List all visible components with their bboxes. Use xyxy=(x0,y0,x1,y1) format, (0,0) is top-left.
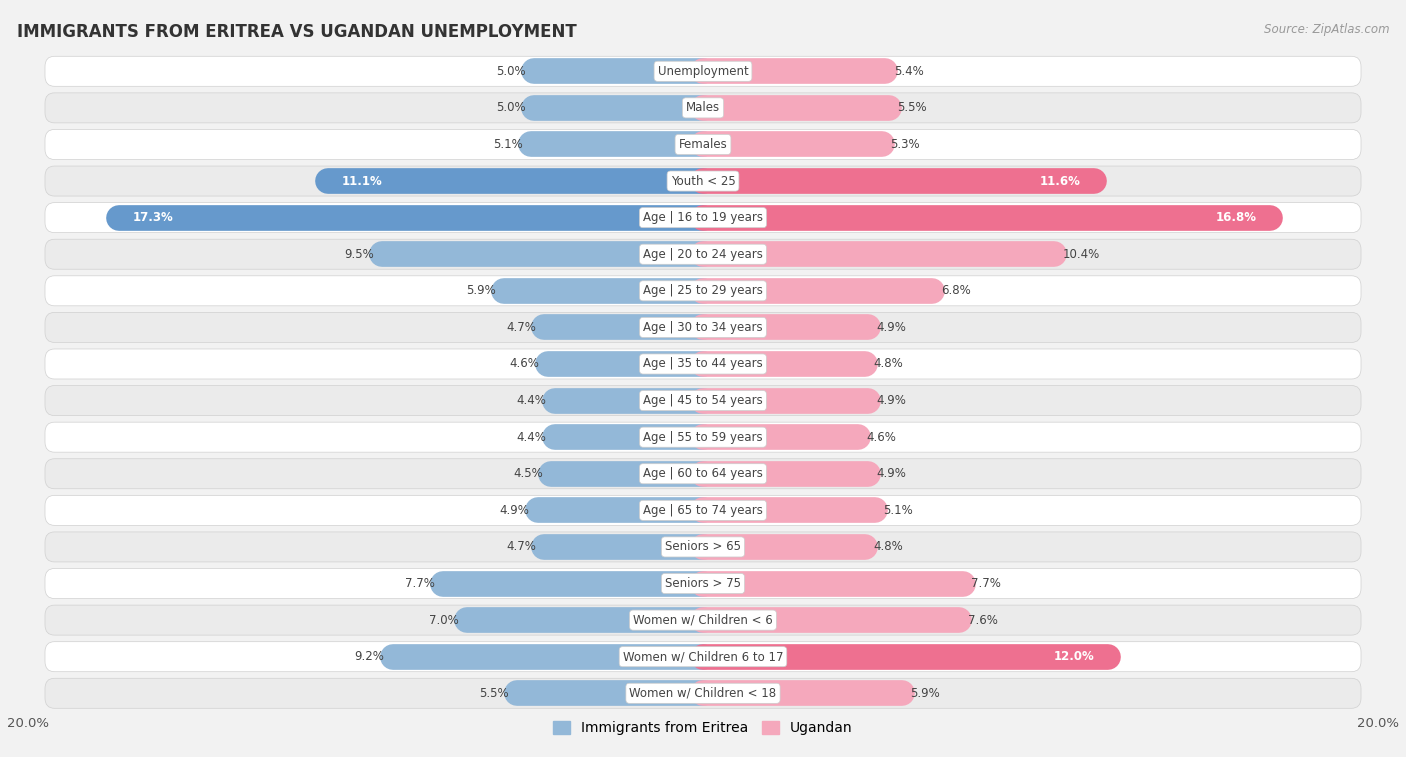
Text: 4.9%: 4.9% xyxy=(877,394,907,407)
FancyBboxPatch shape xyxy=(45,203,1361,232)
Text: 4.9%: 4.9% xyxy=(499,504,529,517)
FancyBboxPatch shape xyxy=(45,422,1361,452)
FancyBboxPatch shape xyxy=(45,349,1361,379)
Text: 6.8%: 6.8% xyxy=(941,285,970,298)
Text: Males: Males xyxy=(686,101,720,114)
Text: 4.6%: 4.6% xyxy=(509,357,540,370)
Text: 9.2%: 9.2% xyxy=(354,650,384,663)
Text: Age | 55 to 59 years: Age | 55 to 59 years xyxy=(643,431,763,444)
Text: 12.0%: 12.0% xyxy=(1053,650,1094,663)
Text: 4.7%: 4.7% xyxy=(506,540,536,553)
Text: Age | 16 to 19 years: Age | 16 to 19 years xyxy=(643,211,763,224)
Text: 5.9%: 5.9% xyxy=(465,285,495,298)
Text: 5.1%: 5.1% xyxy=(883,504,914,517)
Text: Age | 60 to 64 years: Age | 60 to 64 years xyxy=(643,467,763,480)
Text: 10.4%: 10.4% xyxy=(1063,248,1099,260)
Text: Seniors > 75: Seniors > 75 xyxy=(665,577,741,590)
FancyBboxPatch shape xyxy=(45,605,1361,635)
Text: 4.6%: 4.6% xyxy=(866,431,897,444)
Text: 5.5%: 5.5% xyxy=(479,687,509,699)
Text: 4.4%: 4.4% xyxy=(516,431,546,444)
Text: Age | 30 to 34 years: Age | 30 to 34 years xyxy=(643,321,763,334)
Text: 5.0%: 5.0% xyxy=(496,101,526,114)
Text: Females: Females xyxy=(679,138,727,151)
Text: Age | 45 to 54 years: Age | 45 to 54 years xyxy=(643,394,763,407)
FancyBboxPatch shape xyxy=(45,129,1361,160)
Text: Seniors > 65: Seniors > 65 xyxy=(665,540,741,553)
Text: 16.8%: 16.8% xyxy=(1215,211,1257,224)
Text: 4.4%: 4.4% xyxy=(516,394,546,407)
Text: Youth < 25: Youth < 25 xyxy=(671,175,735,188)
Text: 7.7%: 7.7% xyxy=(405,577,434,590)
FancyBboxPatch shape xyxy=(45,276,1361,306)
Text: 7.6%: 7.6% xyxy=(967,614,998,627)
Text: 5.1%: 5.1% xyxy=(492,138,523,151)
Text: 4.9%: 4.9% xyxy=(877,467,907,480)
FancyBboxPatch shape xyxy=(45,642,1361,671)
Text: 5.5%: 5.5% xyxy=(897,101,927,114)
Legend: Immigrants from Eritrea, Ugandan: Immigrants from Eritrea, Ugandan xyxy=(548,716,858,741)
FancyBboxPatch shape xyxy=(45,495,1361,525)
FancyBboxPatch shape xyxy=(45,56,1361,86)
Text: 11.6%: 11.6% xyxy=(1040,175,1081,188)
Text: 5.4%: 5.4% xyxy=(894,65,924,78)
Text: IMMIGRANTS FROM ERITREA VS UGANDAN UNEMPLOYMENT: IMMIGRANTS FROM ERITREA VS UGANDAN UNEMP… xyxy=(17,23,576,41)
Text: Age | 20 to 24 years: Age | 20 to 24 years xyxy=(643,248,763,260)
Text: 9.5%: 9.5% xyxy=(344,248,374,260)
Text: 4.7%: 4.7% xyxy=(506,321,536,334)
FancyBboxPatch shape xyxy=(45,385,1361,416)
Text: 4.9%: 4.9% xyxy=(877,321,907,334)
Text: 5.3%: 5.3% xyxy=(890,138,920,151)
Text: 4.8%: 4.8% xyxy=(873,540,903,553)
FancyBboxPatch shape xyxy=(45,93,1361,123)
Text: 4.8%: 4.8% xyxy=(873,357,903,370)
Text: Unemployment: Unemployment xyxy=(658,65,748,78)
FancyBboxPatch shape xyxy=(45,532,1361,562)
Text: 5.9%: 5.9% xyxy=(911,687,941,699)
Text: Women w/ Children < 18: Women w/ Children < 18 xyxy=(630,687,776,699)
Text: Women w/ Children 6 to 17: Women w/ Children 6 to 17 xyxy=(623,650,783,663)
FancyBboxPatch shape xyxy=(45,239,1361,269)
Text: 11.1%: 11.1% xyxy=(342,175,382,188)
Text: 5.0%: 5.0% xyxy=(496,65,526,78)
FancyBboxPatch shape xyxy=(45,166,1361,196)
Text: Age | 35 to 44 years: Age | 35 to 44 years xyxy=(643,357,763,370)
FancyBboxPatch shape xyxy=(45,313,1361,342)
FancyBboxPatch shape xyxy=(45,569,1361,599)
Text: Age | 65 to 74 years: Age | 65 to 74 years xyxy=(643,504,763,517)
Text: 7.7%: 7.7% xyxy=(972,577,1001,590)
FancyBboxPatch shape xyxy=(45,459,1361,489)
Text: 17.3%: 17.3% xyxy=(132,211,173,224)
FancyBboxPatch shape xyxy=(45,678,1361,709)
Text: 7.0%: 7.0% xyxy=(429,614,458,627)
Text: Women w/ Children < 6: Women w/ Children < 6 xyxy=(633,614,773,627)
Text: Source: ZipAtlas.com: Source: ZipAtlas.com xyxy=(1264,23,1389,36)
Text: 4.5%: 4.5% xyxy=(513,467,543,480)
Text: Age | 25 to 29 years: Age | 25 to 29 years xyxy=(643,285,763,298)
